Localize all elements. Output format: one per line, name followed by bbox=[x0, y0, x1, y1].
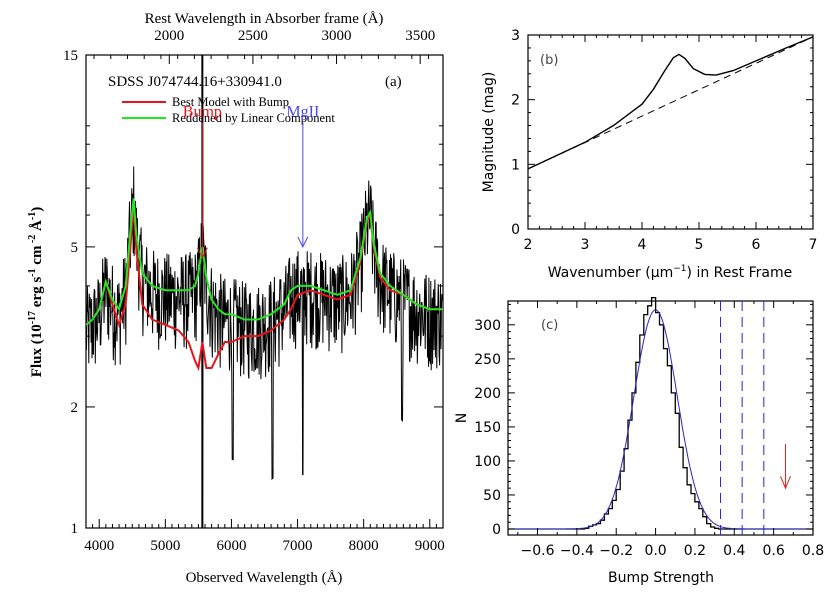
bump-strength-arrowhead bbox=[780, 476, 791, 490]
panel-b-axes: 2 3 4 5 6 7 0 1 2 3 bbox=[511, 28, 817, 253]
panel-b-plot-area bbox=[527, 36, 814, 170]
panel-b-xtick-label: 3 bbox=[581, 237, 590, 253]
panel-c-xtick-label: 0.4 bbox=[723, 543, 745, 559]
panel-c-ytick-label: 250 bbox=[474, 352, 501, 368]
panel-c-xtick-label: 0.0 bbox=[644, 543, 666, 559]
annotation-mgii-label: MgII bbox=[286, 103, 319, 120]
panel-a-top-tick-label: 3000 bbox=[322, 28, 352, 44]
panel-a-ylabel: Flux (10-17 erg s-1 cm -2 Å-1) bbox=[27, 207, 45, 377]
panel-a-ytick-label: 2 bbox=[71, 400, 79, 416]
panel-c-plot-area bbox=[508, 296, 813, 535]
panel-b-xtick-label: 5 bbox=[695, 237, 704, 253]
panel-c-ylabel: N bbox=[454, 413, 470, 423]
panel-a-top-tick-label: 2000 bbox=[154, 28, 184, 44]
panel-c-axes: −0.6 −0.4 −0.2 0.0 0.2 0.4 0.6 0.8 0 50 100 150 200 2… bbox=[474, 301, 824, 559]
panel-b-ylabel: Magnitude (mag) bbox=[481, 72, 497, 193]
panel-c-xtick-label: 0.8 bbox=[802, 543, 824, 559]
panel-b-ytick-label: 3 bbox=[511, 28, 520, 44]
annotation-bump-label: Bump bbox=[183, 103, 222, 120]
panel-c-frame bbox=[507, 300, 814, 536]
legend-label-linear-component: Reddened by Linear Component bbox=[172, 111, 335, 125]
panel-b-label: (b) bbox=[540, 53, 558, 68]
panel-c-ytick-label: 50 bbox=[483, 488, 501, 504]
panel-b-ytick-label: 0 bbox=[511, 222, 520, 238]
linear-extinction-dashed bbox=[527, 36, 814, 170]
panel-b-xtick-label: 2 bbox=[524, 237, 533, 253]
panel-a-top-axis-label: Rest Wavelength in Absorber frame (Å) bbox=[145, 11, 384, 27]
panel-a-ytick-label: 1 bbox=[71, 521, 79, 537]
gaussian-fit-line bbox=[508, 309, 812, 530]
panel-a-label: (a) bbox=[385, 74, 402, 90]
extinction-curve-with-bump bbox=[527, 36, 814, 170]
observed-spectrum-line bbox=[86, 166, 443, 498]
panel-a-xlabel: Observed Wavelength (Å) bbox=[186, 570, 343, 586]
panel-c: (c) N Bump Strength −0.6 −0.4 −0.2 0.0 0.2 0.… bbox=[454, 296, 824, 586]
panel-a-axes: Bump MgII 4000 5000 6000 7000 8000 9000 2000 2500… bbox=[63, 28, 445, 554]
panel-c-ytick-label: 150 bbox=[474, 420, 501, 436]
panel-b: (b) Magnitude (mag) Wavenumber (μm−1) in… bbox=[481, 28, 817, 281]
panel-c-ytick-label: 0 bbox=[492, 522, 501, 538]
panel-a-xtick-label: 5000 bbox=[150, 538, 180, 554]
panel-a-xtick-label: 8000 bbox=[349, 538, 379, 554]
panel-c-xtick-label: −0.6 bbox=[521, 543, 555, 559]
annotation-mgii-arrowhead bbox=[297, 236, 309, 249]
panel-a-xtick-label: 6000 bbox=[216, 538, 246, 554]
linear-component-line bbox=[86, 198, 443, 326]
panel-b-xtick-label: 6 bbox=[752, 237, 761, 253]
panel-c-xlabel: Bump Strength bbox=[608, 570, 714, 586]
panel-c-xtick-label: 0.6 bbox=[763, 543, 785, 559]
object-name: SDSS J074744.16+330941.0 bbox=[108, 74, 282, 90]
panel-a-top-tick-label: 2500 bbox=[238, 28, 268, 44]
panel-b-xtick-label: 7 bbox=[809, 237, 818, 253]
panel-c-xtick-label: −0.4 bbox=[560, 543, 594, 559]
panel-c-xtick-label: −0.2 bbox=[599, 543, 633, 559]
panel-a-xtick-label: 7000 bbox=[283, 538, 313, 554]
panel-a-plot-area bbox=[86, 55, 443, 528]
panel-c-ytick-label: 200 bbox=[474, 386, 501, 402]
panel-a-ytick-label: 5 bbox=[71, 240, 79, 256]
panel-b-frame bbox=[527, 34, 814, 230]
annotation-bump-arrowhead bbox=[196, 247, 208, 259]
panel-a-xtick-label: 9000 bbox=[415, 538, 445, 554]
panel-a-top-tick-label: 3500 bbox=[405, 28, 435, 44]
panel-a-xtick-label: 4000 bbox=[84, 538, 114, 554]
panel-b-xtick-label: 4 bbox=[638, 237, 647, 253]
panel-b-xlabel: Wavenumber (μm−1) in Rest Frame bbox=[548, 264, 793, 281]
panel-c-ytick-label: 100 bbox=[474, 454, 501, 470]
panel-c-xtick-label: 0.2 bbox=[684, 543, 706, 559]
panel-c-ytick-label: 300 bbox=[474, 318, 501, 334]
legend-label-model-with-bump: Best Model with Bump bbox=[172, 95, 289, 109]
panel-b-ytick-label: 2 bbox=[511, 93, 520, 109]
panel-c-label: (c) bbox=[541, 318, 558, 333]
panel-b-ytick-label: 1 bbox=[511, 157, 520, 173]
panel-a: Rest Wavelength in Absorber frame (Å) Ob… bbox=[27, 11, 445, 586]
panel-a-ytick-label: 15 bbox=[63, 48, 78, 64]
